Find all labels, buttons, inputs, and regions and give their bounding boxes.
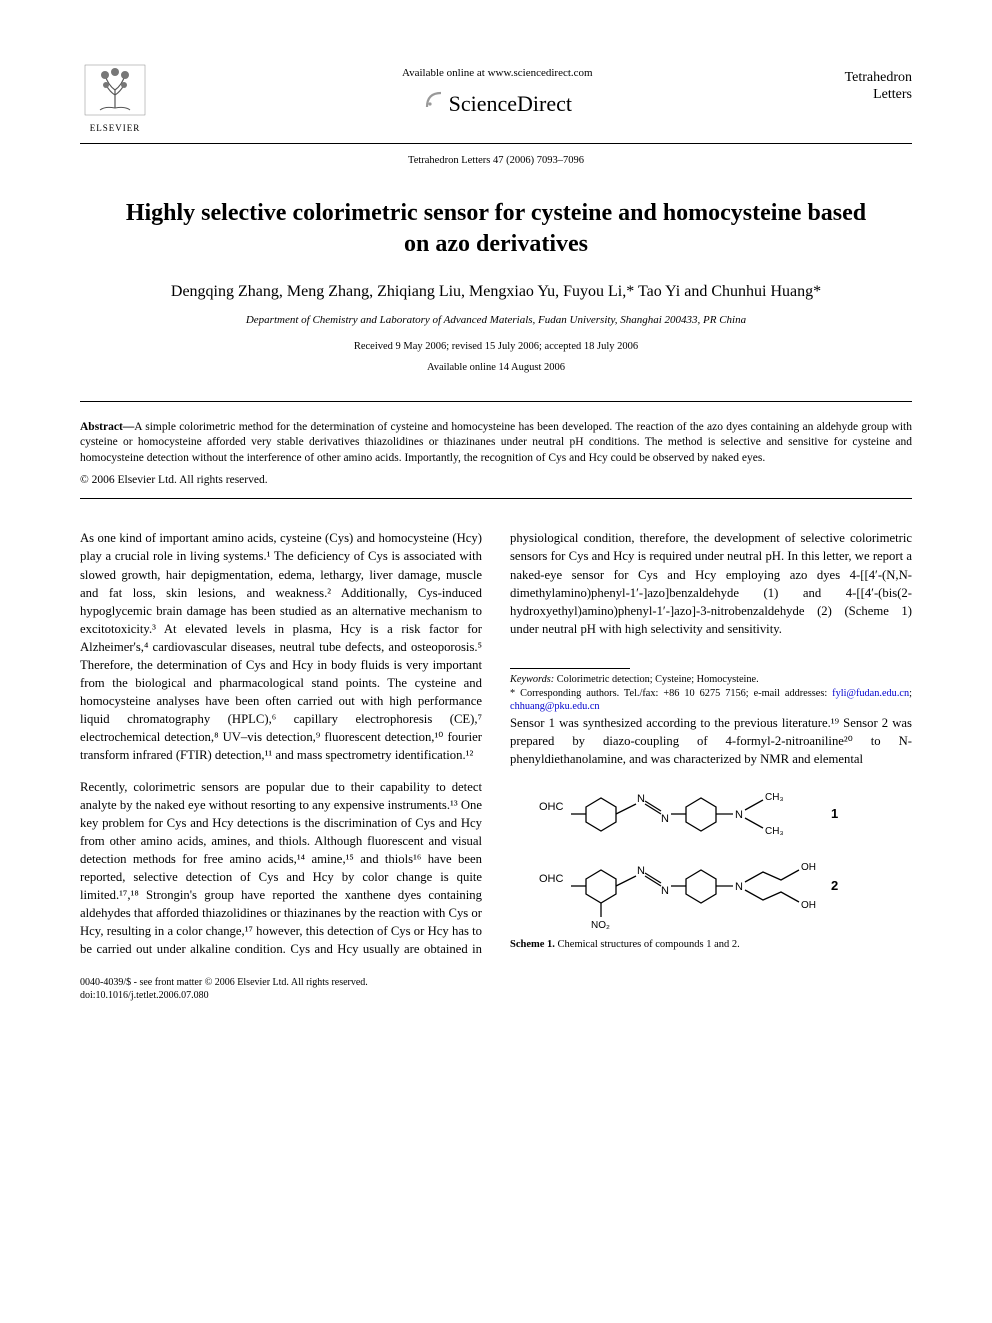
footnotes: Keywords: Colorimetric detection; Cystei…: [510, 673, 912, 715]
corresponding-authors: * Corresponding authors. Tel./fax: +86 1…: [510, 687, 912, 715]
scheme-caption: Scheme 1. Chemical structures of compoun…: [510, 938, 912, 953]
svg-text:N: N: [661, 885, 669, 897]
scheme-ch3-1: CH₃: [765, 792, 784, 803]
dates-online: Available online 14 August 2006: [80, 361, 912, 376]
page: ELSEVIER Available online at www.science…: [0, 0, 992, 1042]
elsevier-label: ELSEVIER: [80, 122, 150, 135]
abstract: Abstract—A simple colorimetric method fo…: [80, 420, 912, 467]
abstract-text: A simple colorimetric method for the det…: [80, 421, 912, 464]
sciencedirect-text: ScienceDirect: [449, 89, 572, 120]
scheme-caption-prefix: Scheme 1.: [510, 939, 555, 950]
corr-email-sep: ;: [909, 688, 912, 699]
scheme-no2: NO₂: [591, 920, 610, 931]
svg-text:N: N: [637, 865, 645, 877]
corr-email-1[interactable]: fyli@fudan.edu.cn: [832, 688, 909, 699]
corr-prefix: * Corresponding authors. Tel./fax: +86 1…: [510, 688, 832, 699]
abstract-label: Abstract—: [80, 421, 134, 433]
citation-line: Tetrahedron Letters 47 (2006) 7093–7096: [80, 154, 912, 169]
scheme-1-svg: OHC N N N CH₃ CH₃ 1: [531, 782, 891, 932]
journal-name-line2: Letters: [845, 87, 912, 104]
article-title: Highly selective colorimetric sensor for…: [120, 198, 872, 260]
scheme-oh-2: OH: [801, 900, 816, 911]
sciencedirect-arc-icon: [423, 89, 445, 120]
svg-text:N: N: [637, 793, 645, 805]
authors: Dengqing Zhang, Meng Zhang, Zhiqiang Liu…: [80, 281, 912, 303]
keywords-label: Keywords:: [510, 674, 554, 685]
body-paragraph-1: As one kind of important amino acids, cy…: [80, 529, 482, 763]
divider-post-abstract: [80, 498, 912, 499]
available-online-text: Available online at www.sciencedirect.co…: [150, 66, 845, 81]
body-columns: As one kind of important amino acids, cy…: [80, 529, 912, 958]
svg-text:N: N: [661, 813, 669, 825]
keywords-text: Colorimetric detection; Cysteine; Homocy…: [554, 674, 758, 685]
dates-received: Received 9 May 2006; revised 15 July 200…: [80, 340, 912, 355]
header-row: ELSEVIER Available online at www.science…: [80, 60, 912, 144]
journal-name-line1: Tetrahedron: [845, 70, 912, 87]
corr-email-2[interactable]: chhuang@pku.edu.cn: [510, 701, 600, 712]
center-header: Available online at www.sciencedirect.co…: [150, 60, 845, 120]
abstract-copyright: © 2006 Elsevier Ltd. All rights reserved…: [80, 472, 912, 488]
scheme-oh-1: OH: [801, 862, 816, 873]
footnotes-divider: [510, 668, 630, 669]
scheme-num-2: 2: [831, 878, 838, 893]
elsevier-logo-block: ELSEVIER: [80, 60, 150, 135]
divider-pre-abstract: [80, 401, 912, 402]
journal-logo: Tetrahedron Letters: [845, 60, 912, 104]
scheme-num-1: 1: [831, 806, 838, 821]
scheme-caption-text: Chemical structures of compounds 1 and 2…: [555, 939, 740, 950]
scheme-n-2: N: [735, 881, 743, 893]
scheme-n-1: N: [735, 809, 743, 821]
elsevier-tree-icon: [80, 60, 150, 120]
front-matter: 0040-4039/$ - see front matter © 2006 El…: [80, 976, 479, 989]
keywords-line: Keywords: Colorimetric detection; Cystei…: [510, 673, 912, 687]
footer-row: 0040-4039/$ - see front matter © 2006 El…: [80, 958, 912, 1002]
sciencedirect-logo: ScienceDirect: [423, 89, 572, 120]
footer-left: 0040-4039/$ - see front matter © 2006 El…: [80, 976, 479, 1002]
scheme-ohc-2: OHC: [539, 873, 564, 885]
scheme-1: OHC N N N CH₃ CH₃ 1: [510, 782, 912, 953]
scheme-ohc-1: OHC: [539, 801, 564, 813]
doi: doi:10.1016/j.tetlet.2006.07.080: [80, 989, 479, 1002]
affiliation: Department of Chemistry and Laboratory o…: [80, 313, 912, 328]
body-paragraph-3: Sensor 1 was synthesized according to th…: [510, 714, 912, 768]
scheme-ch3-2: CH₃: [765, 826, 784, 837]
